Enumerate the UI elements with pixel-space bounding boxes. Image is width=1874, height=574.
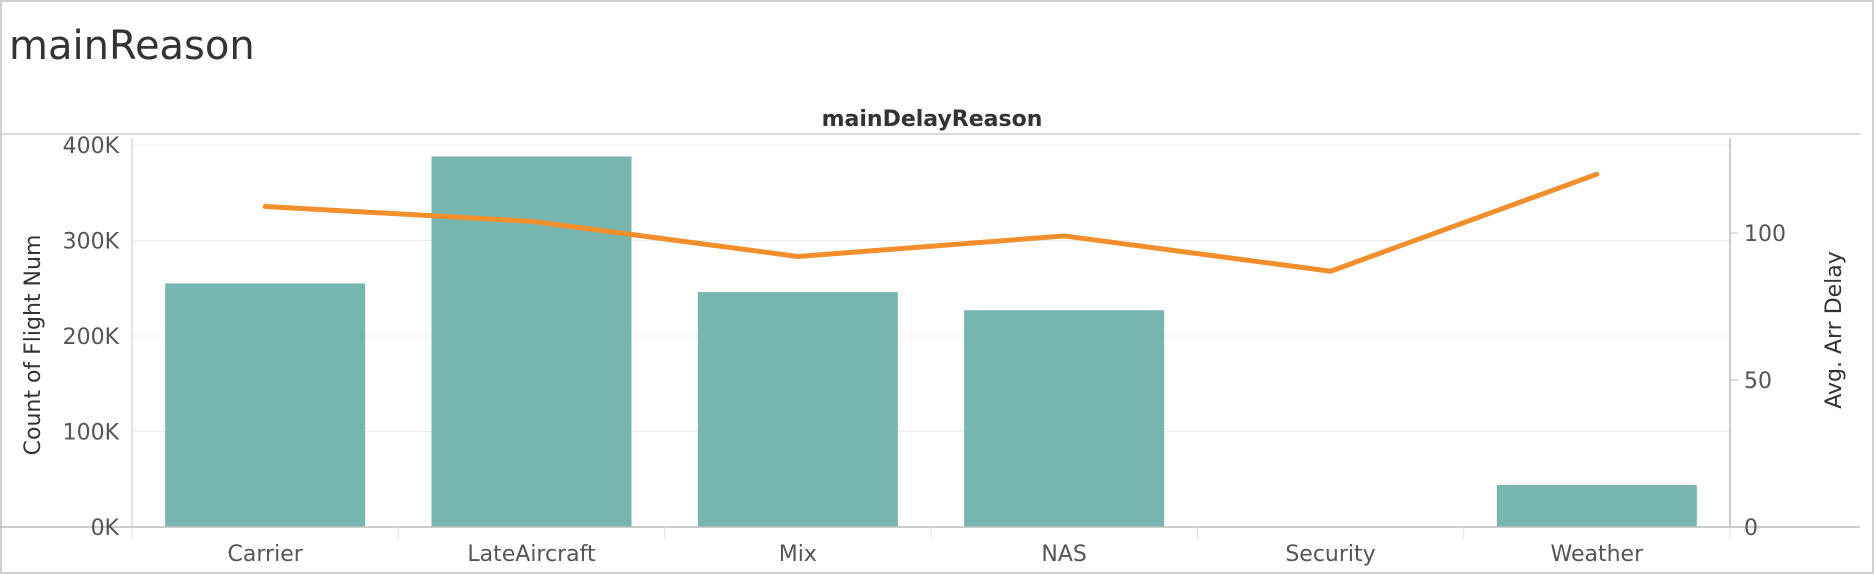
x-tick-label: Weather bbox=[1551, 542, 1645, 567]
chart-title: mainDelayReason bbox=[822, 107, 1043, 132]
y-tick-label: 400K bbox=[63, 134, 120, 159]
line-series bbox=[262, 171, 1600, 274]
bar bbox=[1496, 484, 1697, 527]
x-tick-label: LateAircraft bbox=[467, 542, 596, 567]
sheet-title: mainReason bbox=[9, 23, 255, 69]
y2-tick-label: 100 bbox=[1744, 222, 1786, 247]
y-tick-label: 100K bbox=[63, 421, 120, 446]
x-tick-label: Mix bbox=[779, 542, 817, 567]
x-tick-label: NAS bbox=[1041, 542, 1086, 567]
bar bbox=[697, 292, 898, 527]
y-tick-label: 300K bbox=[63, 230, 120, 255]
y2-tick-label: 50 bbox=[1744, 369, 1772, 394]
x-tick-label: Carrier bbox=[228, 542, 304, 567]
y-axis-title: Count of Flight Num bbox=[21, 235, 46, 456]
right-axis-ticks: 0 50 100 bbox=[1730, 222, 1786, 541]
x-axis-ticks: Carrier LateAircraft Mix NAS Security Weather bbox=[131, 527, 1731, 567]
left-axis-ticks: 0K 100K 200K 300K 400K bbox=[63, 134, 120, 541]
x-tick-label: Security bbox=[1285, 542, 1375, 567]
gridlines bbox=[132, 138, 1730, 527]
y-tick-label: 200K bbox=[63, 325, 120, 350]
y-tick-label: 0K bbox=[91, 516, 120, 541]
plot-area bbox=[132, 138, 1730, 527]
bar bbox=[431, 156, 632, 527]
bar bbox=[964, 310, 1165, 527]
axes bbox=[0, 138, 1860, 528]
avg-arr-delay-line bbox=[262, 171, 1600, 274]
bar bbox=[165, 283, 366, 527]
y2-axis-title: Avg. Arr Delay bbox=[1822, 251, 1847, 409]
y2-tick-label: 0 bbox=[1744, 516, 1758, 541]
